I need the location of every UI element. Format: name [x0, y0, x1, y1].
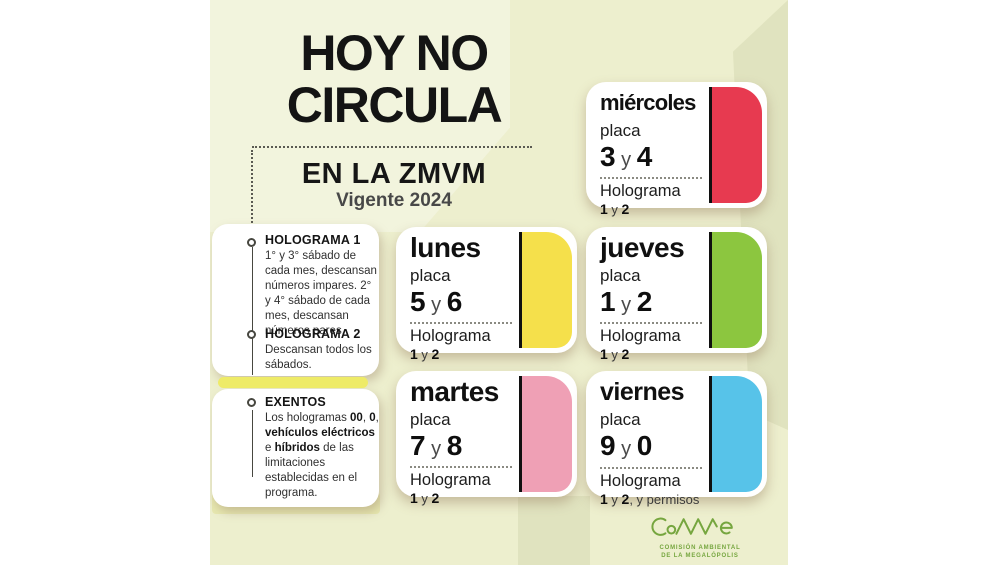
- dotted-divider: [600, 322, 702, 325]
- page-title-line2: CIRCULA: [286, 77, 503, 133]
- day-name: miércoles: [600, 90, 696, 115]
- placa-label: placa: [600, 410, 641, 430]
- day-name: martes: [410, 376, 499, 407]
- holograma-values: 1 y 2: [600, 346, 630, 363]
- came-logo-icon: [651, 517, 733, 536]
- day-card-martes: martes placa 7 y 8 Holograma 1 y 2: [396, 371, 577, 505]
- color-fill-yellow: [522, 232, 572, 348]
- holograma-info-panel: [212, 224, 379, 376]
- background-shape-bottom: [518, 496, 590, 565]
- holograma-label: Holograma: [600, 327, 681, 346]
- color-strip: [709, 376, 762, 492]
- placa-label: placa: [600, 120, 641, 140]
- dotted-divider: [410, 322, 512, 325]
- plate-numbers: 1 y 2: [600, 285, 653, 317]
- page-title-line1: HOY NO: [300, 25, 489, 81]
- poster-content-area: HOY NO CIRCULA EN LA ZMVM Vigente 2024 H…: [210, 0, 788, 565]
- day-card-jueves: jueves placa 1 y 2 Holograma 1 y 2: [586, 227, 767, 361]
- holograma-label: Holograma: [410, 471, 491, 490]
- holograma1-heading: HOLOGRAMA 1: [265, 233, 361, 247]
- holograma2-section: HOLOGRAMA 2 Descansan todos los sábados.: [265, 327, 379, 373]
- card-text-area: lunes placa 5 y 6 Holograma 1 y 2: [410, 232, 516, 363]
- placa-label: placa: [410, 409, 451, 429]
- card-text-area: viernes placa 9 y 0 Holograma 1 y 2, y p…: [600, 377, 706, 508]
- day-name: viernes: [600, 378, 685, 406]
- timeline-bullet-holograma2: [247, 330, 256, 339]
- color-fill-blue: [712, 376, 762, 492]
- color-strip: [709, 87, 762, 203]
- holograma1-body: 1° y 3° sábado de cada mes, descansan nú…: [265, 250, 377, 337]
- exentos-section: EXENTOS Los hologramas 00, 0, vehículos …: [265, 395, 379, 501]
- day-card-viernes: viernes placa 9 y 0 Holograma 1 y 2, y p…: [586, 371, 767, 506]
- timeline-line-lower: [251, 410, 253, 477]
- card-text-area: jueves placa 1 y 2 Holograma 1 y 2: [600, 232, 706, 363]
- timeline-line-upper: [251, 247, 253, 375]
- card-text-area: miércoles placa 3 y 4 Holograma 1 y 2: [600, 88, 706, 218]
- dotted-divider-vertical: [251, 150, 253, 238]
- plate-numbers: 3 y 4: [600, 140, 653, 172]
- placa-label: placa: [410, 265, 451, 285]
- color-fill-green: [712, 232, 762, 348]
- yellow-divider-bar: [218, 377, 368, 388]
- plate-numbers: 7 y 8: [410, 429, 463, 461]
- dotted-divider: [600, 466, 702, 469]
- card-text-area: martes placa 7 y 8 Holograma 1 y 2: [410, 376, 516, 507]
- holograma2-heading: HOLOGRAMA 2: [265, 327, 361, 341]
- day-name: lunes: [410, 232, 481, 263]
- region-subtitle: EN LA ZMVM: [301, 158, 487, 190]
- dotted-divider: [600, 177, 702, 180]
- background-shape-right: [733, 0, 788, 430]
- holograma-values: 1 y 2, y permisos: [600, 490, 700, 507]
- color-strip: [709, 232, 762, 348]
- placa-label: placa: [600, 265, 641, 285]
- dotted-divider-horizontal: [252, 146, 532, 148]
- holograma2-body: Descansan todos los sábados.: [265, 344, 372, 371]
- logo-caption-line1: COMISIÓN AMBIENTAL: [659, 545, 741, 551]
- day-card-miercoles: miércoles placa 3 y 4 Holograma 1 y 2: [586, 82, 767, 216]
- timeline-bullet-exentos: [247, 398, 256, 407]
- timeline-bullet-holograma1: [247, 238, 256, 247]
- color-strip: [519, 232, 572, 348]
- color-strip: [519, 376, 572, 492]
- holograma-values: 1 y 2: [600, 201, 630, 218]
- color-fill-red: [712, 87, 762, 203]
- exentos-info-panel: [212, 389, 379, 507]
- dotted-divider: [410, 466, 512, 469]
- color-fill-pink: [522, 376, 572, 492]
- plate-numbers: 9 y 0: [600, 430, 653, 462]
- holograma-label: Holograma: [600, 182, 681, 201]
- exentos-heading: EXENTOS: [265, 395, 326, 409]
- holograma-values: 1 y 2: [410, 490, 440, 507]
- validity-label: Vigente 2024: [336, 190, 452, 211]
- holograma-label: Holograma: [600, 471, 681, 490]
- plate-numbers: 5 y 6: [410, 285, 463, 317]
- day-name: jueves: [600, 232, 685, 263]
- came-logo: COMISIÓN AMBIENTAL DE LA MEGALÓPOLIS: [648, 514, 752, 560]
- holograma-values: 1 y 2: [410, 346, 440, 363]
- exentos-body: Los hologramas 00, 0, vehículos eléctric…: [265, 412, 379, 499]
- holograma-label: Holograma: [410, 327, 491, 346]
- holograma1-section: HOLOGRAMA 1 1° y 3° sábado de cada mes, …: [265, 233, 379, 339]
- logo-caption-line2: DE LA MEGALÓPOLIS: [661, 553, 739, 560]
- day-card-lunes: lunes placa 5 y 6 Holograma 1 y 2: [396, 227, 577, 361]
